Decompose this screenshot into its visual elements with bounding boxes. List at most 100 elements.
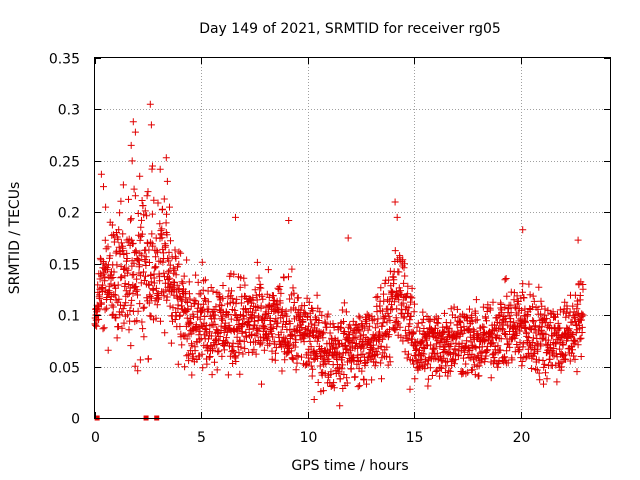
data-point (205, 353, 213, 361)
data-point (211, 320, 219, 328)
data-point (383, 318, 391, 326)
data-point (292, 366, 300, 374)
data-point (207, 284, 215, 291)
data-point (259, 295, 267, 303)
data-point (171, 246, 179, 254)
data-point (125, 281, 133, 288)
data-point (127, 216, 134, 224)
data-point (147, 278, 155, 286)
data-point (575, 280, 583, 288)
data-point (272, 315, 280, 323)
y-tick-label: 0.35 (49, 52, 80, 68)
data-point (145, 246, 153, 254)
data-point (489, 326, 496, 334)
data-point (230, 348, 238, 356)
data-point (510, 318, 518, 326)
data-point (114, 235, 122, 243)
data-point (420, 350, 428, 358)
data-point (257, 302, 265, 310)
data-point (183, 256, 191, 264)
data-point (149, 286, 157, 294)
data-point (419, 308, 427, 316)
data-point (342, 342, 349, 350)
data-point (393, 213, 401, 221)
data-point (325, 358, 333, 365)
data-point (331, 345, 339, 353)
data-point (198, 258, 206, 266)
data-point (172, 309, 180, 316)
data-point (305, 358, 313, 366)
data-point (344, 337, 352, 345)
data-point (127, 301, 135, 309)
data-point (418, 337, 426, 345)
data-point (189, 353, 197, 361)
data-point (342, 308, 350, 316)
data-point (277, 289, 285, 297)
data-point (391, 198, 399, 206)
data-point (138, 230, 146, 238)
data-point (153, 247, 161, 255)
data-point (103, 304, 111, 312)
data-point (218, 302, 226, 310)
data-point (354, 383, 362, 391)
data-point (94, 306, 101, 314)
data-point (369, 341, 377, 349)
data-point (535, 283, 543, 291)
data-point (134, 210, 142, 217)
data-point (129, 239, 137, 247)
data-point (338, 365, 346, 373)
data-point (119, 230, 127, 238)
data-point (566, 357, 574, 365)
data-point (507, 309, 515, 317)
data-point (290, 289, 298, 297)
data-point (540, 363, 548, 371)
data-point (280, 274, 288, 282)
data-point (392, 314, 400, 322)
data-point (395, 296, 403, 304)
data-point (136, 236, 144, 244)
data-point (518, 358, 526, 365)
data-point (440, 354, 448, 362)
data-point (537, 310, 545, 318)
data-point (110, 268, 118, 276)
data-point (544, 336, 552, 344)
data-point (129, 118, 137, 126)
data-point (253, 296, 261, 304)
data-point (210, 315, 218, 323)
data-point (448, 355, 456, 363)
data-point (146, 293, 154, 300)
data-point (140, 268, 147, 276)
data-point (565, 325, 573, 333)
data-point (311, 321, 319, 329)
data-point (503, 347, 511, 355)
data-point (372, 293, 380, 301)
data-point (286, 320, 294, 328)
data-point (354, 351, 362, 359)
data-point (117, 274, 125, 282)
data-point (171, 316, 179, 323)
y-tick-labels: 0 0.05 0.1 0.15 0.2 0.25 0.3 0.35 (49, 52, 80, 428)
data-point (487, 374, 495, 382)
data-point (409, 329, 417, 337)
data-point (230, 326, 237, 334)
data-point (166, 302, 174, 310)
data-point (165, 248, 173, 256)
data-point (530, 318, 538, 326)
data-point (462, 360, 470, 368)
data-point (363, 310, 371, 318)
data-point (138, 216, 145, 224)
data-point (232, 213, 239, 221)
y-tick-label: 0.1 (58, 309, 80, 325)
data-point (363, 380, 370, 388)
data-point (531, 322, 539, 330)
data-point (563, 305, 571, 313)
data-point (131, 192, 139, 200)
data-point (307, 362, 315, 370)
data-point (203, 360, 211, 368)
data-point (556, 324, 564, 332)
data-point (133, 275, 141, 283)
data-point (178, 341, 186, 349)
data-point (320, 328, 328, 336)
data-point (182, 297, 190, 305)
data-point (433, 319, 441, 326)
